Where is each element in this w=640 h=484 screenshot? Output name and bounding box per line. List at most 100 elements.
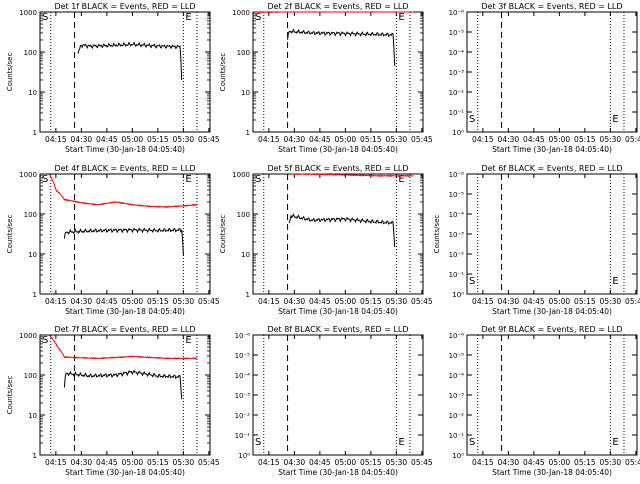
y-axis-label: Counts/sec [6, 53, 14, 92]
plot-frame [39, 11, 211, 133]
x-axis-label: Start Time (30-Jan-18 04:05:40) [278, 307, 398, 316]
y-tick-label: 10⁻¹ [449, 109, 465, 117]
x-tick-label: 05:30 [173, 135, 195, 144]
lld-series-line [253, 11, 414, 14]
y-tick-label: 1000 [232, 9, 250, 17]
x-tick-label: 04:30 [498, 297, 520, 306]
y-tick-label: 1000 [19, 9, 37, 17]
x-tick-label: 05:30 [173, 458, 195, 467]
y-tick-label: 10⁻³ [449, 392, 465, 400]
y-tick-label: 10⁻⁶ [449, 9, 465, 17]
x-tick-label: 04:15 [45, 135, 67, 144]
x-tick-label: 04:15 [472, 458, 494, 467]
y-tick-label: 10 [241, 251, 250, 259]
x-tick-label: 05:30 [600, 297, 622, 306]
chart-panel-5: Det 5f BLACK = Events, RED = LLD 04:15 04:… [219, 164, 433, 316]
x-tick-label: 05:45 [625, 135, 640, 144]
y-tick-label: 10⁻² [449, 89, 465, 97]
y-tick-label: 10⁻⁴ [449, 49, 465, 57]
y-tick-label: 1 [33, 452, 37, 460]
plot-frame [39, 334, 211, 456]
chart-title: Det 1f BLACK = Events, RED = LLD [54, 2, 195, 11]
x-tick-label: 05:15 [360, 135, 382, 144]
start-marker: S [469, 276, 475, 287]
chart-panel-4: Det 4f BLACK = Events, RED = LLD 04:15 04:… [6, 164, 220, 316]
x-tick-label: 05:15 [574, 458, 596, 467]
y-tick-label: 10⁻⁶ [235, 332, 251, 340]
y-axis-label: Counts/sec [433, 215, 441, 254]
start-marker: S [255, 437, 261, 448]
x-tick-label: 05:00 [335, 135, 357, 144]
events-series-line [63, 227, 184, 256]
x-tick-label: 04:45 [309, 135, 331, 144]
y-tick-label: 10⁰ [452, 291, 464, 299]
x-tick-label: 04:45 [523, 135, 545, 144]
chart-title: Det 4f BLACK = Events, RED = LLD [54, 164, 195, 173]
x-tick-label: 05:45 [198, 458, 220, 467]
x-tick-label: 04:45 [96, 458, 118, 467]
y-tick-label: 10⁻² [235, 412, 251, 420]
x-tick-label: 04:15 [45, 458, 67, 467]
start-marker: S [469, 114, 475, 125]
y-tick-label: 10⁻⁶ [449, 171, 465, 179]
y-tick-label: 10⁻¹ [449, 432, 465, 440]
chart-title: Det 3f BLACK = Events, RED = LLD [481, 2, 622, 11]
x-tick-label: 04:30 [71, 297, 93, 306]
y-tick-label: 10⁻⁴ [235, 372, 251, 380]
x-tick-label: 05:30 [386, 135, 408, 144]
chart-panel-6: Det 6f BLACK = Events, RED = LLD 04:15 04:… [433, 164, 640, 316]
chart-panel-1: Det 1f BLACK = Events, RED = LLD 04:15 04:… [6, 2, 220, 154]
x-tick-label: 05:00 [549, 297, 571, 306]
y-tick-label: 1000 [19, 332, 37, 340]
y-axis-label: Counts/sec [6, 376, 14, 415]
y-tick-label: 10 [241, 89, 250, 97]
x-tick-label: 05:45 [411, 458, 433, 467]
y-tick-label: 10⁰ [452, 452, 464, 460]
y-tick-label: 100 [24, 49, 37, 57]
y-tick-label: 10⁻⁵ [449, 29, 465, 37]
x-axis-label: Start Time (30-Jan-18 04:05:40) [492, 468, 612, 477]
start-marker: S [42, 174, 48, 185]
y-axis-label: Counts/sec [219, 53, 227, 92]
y-tick-label: 10⁻⁵ [449, 191, 465, 199]
end-marker: E [612, 114, 618, 125]
x-tick-label: 04:45 [309, 458, 331, 467]
end-marker: E [398, 174, 404, 185]
y-axis-label: Counts/sec [219, 215, 227, 254]
x-axis-label: Start Time (30-Jan-18 04:05:40) [65, 145, 185, 154]
x-tick-label: 04:45 [523, 297, 545, 306]
x-tick-label: 05:15 [147, 458, 169, 467]
x-tick-label: 05:15 [574, 135, 596, 144]
x-tick-label: 04:30 [284, 297, 306, 306]
events-series-line [77, 41, 183, 81]
x-tick-label: 04:30 [71, 458, 93, 467]
y-tick-label: 10⁻⁵ [235, 352, 251, 360]
x-tick-label: 05:15 [360, 297, 382, 306]
x-tick-label: 04:15 [472, 297, 494, 306]
x-tick-label: 04:30 [284, 135, 306, 144]
x-tick-label: 05:15 [574, 297, 596, 306]
y-tick-label: 10⁻⁶ [449, 332, 465, 340]
y-tick-label: 10⁻² [449, 251, 465, 259]
y-tick-label: 1 [33, 291, 37, 299]
x-tick-label: 05:00 [549, 458, 571, 467]
chart-panel-9: Det 9f BLACK = Events, RED = LLD 04:15 04:… [449, 325, 640, 477]
chart-title: Det 5f BLACK = Events, RED = LLD [267, 164, 408, 173]
events-series-line [287, 28, 396, 66]
events-series-line [63, 369, 183, 400]
y-tick-label: 10⁻⁵ [449, 352, 465, 360]
y-tick-label: 1 [33, 129, 37, 137]
end-marker: E [185, 174, 191, 185]
chart-title: Det 2f BLACK = Events, RED = LLD [267, 2, 408, 11]
x-tick-label: 05:30 [386, 297, 408, 306]
x-tick-label: 04:30 [284, 458, 306, 467]
x-tick-label: 05:00 [335, 458, 357, 467]
x-tick-label: 05:15 [147, 297, 169, 306]
x-axis-label: Start Time (30-Jan-18 04:05:40) [65, 307, 185, 316]
y-tick-label: 10 [28, 412, 37, 420]
chart-title: Det 8f BLACK = Events, RED = LLD [267, 325, 408, 334]
x-axis-label: Start Time (30-Jan-18 04:05:40) [492, 307, 612, 316]
y-axis-label: Counts/sec [6, 215, 14, 254]
